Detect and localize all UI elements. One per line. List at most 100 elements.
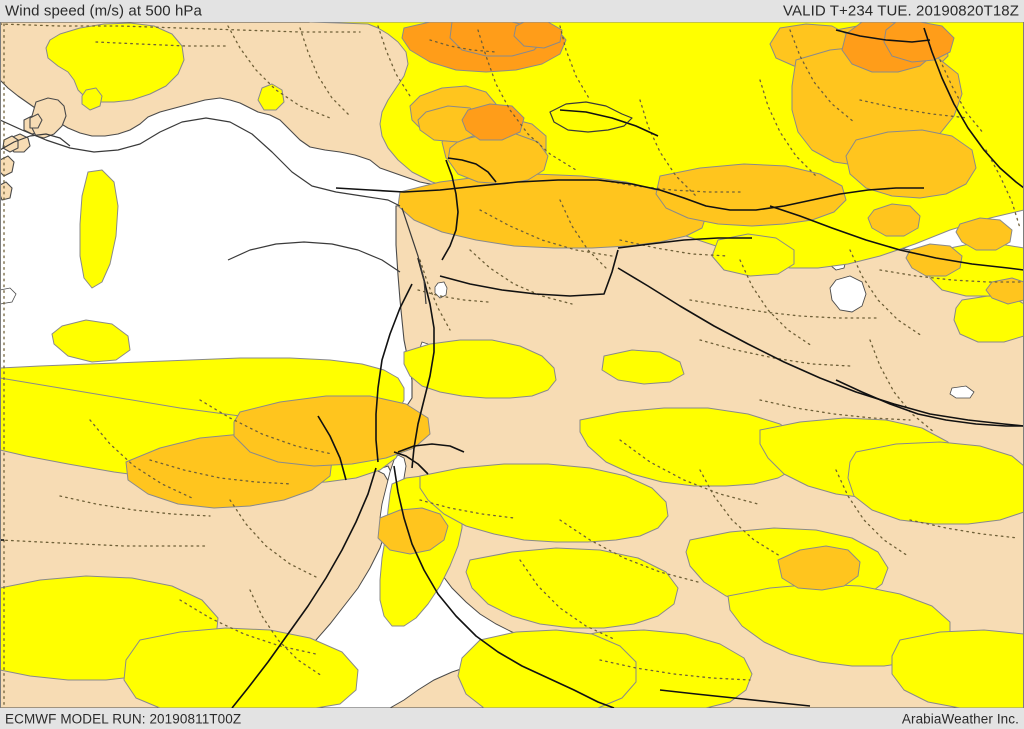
border-turkey-syria xyxy=(335,179,924,211)
admin-line-syria-1 xyxy=(477,29,577,171)
admin-line-sinai-1 xyxy=(419,499,515,519)
admin-line-saudi-12 xyxy=(599,659,751,681)
border-jordan-saudi xyxy=(439,249,619,297)
page-title: Wind speed (m/s) at 500 hPa xyxy=(5,2,202,20)
admin-line-saudi-3 xyxy=(849,249,923,337)
land-island-small-3 xyxy=(0,181,13,201)
contour-band-orange xyxy=(401,21,955,141)
coast-arabia-redsea xyxy=(397,443,465,453)
border-saudi-yemen xyxy=(659,689,811,707)
border-jordan-iraq xyxy=(617,237,752,249)
model-run-label: ECMWF MODEL RUN: 20190811T00Z xyxy=(5,711,242,726)
admin-line-jordan-1 xyxy=(479,209,613,257)
contour-yellow-arabia-se xyxy=(847,441,1024,525)
admin-line-saudi-14 xyxy=(909,519,1019,539)
admin-line-saudi-8 xyxy=(619,439,759,505)
national-border-layer xyxy=(0,27,1024,709)
land-island-small-4 xyxy=(29,113,43,129)
admin-line-turkey-1 xyxy=(0,23,361,33)
admin-line-syria-6 xyxy=(759,79,817,177)
admin-line-saudi-11 xyxy=(519,559,617,641)
admin-line-saudi-2 xyxy=(739,259,813,347)
contour-orange-small-1 xyxy=(513,21,563,49)
admin-line-syria-2 xyxy=(559,25,591,101)
contour-yellow-small-2 xyxy=(711,233,795,277)
contour-gold-arabia-2 xyxy=(867,203,921,237)
admin-line-saudi-9 xyxy=(699,469,781,557)
admin-line-iraq-1 xyxy=(789,29,855,123)
contour-gold-syria-e xyxy=(655,163,847,227)
border-syria-iraq xyxy=(769,205,1024,271)
admin-line-saudi-4 xyxy=(879,269,1024,283)
admin-line-egypt-3 xyxy=(149,459,293,485)
border-syria-turkey-2 xyxy=(559,109,659,137)
border-iraq-turkey xyxy=(835,29,931,43)
contour-gold-iraq-s xyxy=(845,129,977,199)
admin-line-saudi-10 xyxy=(559,519,699,583)
footer-bar: ECMWF MODEL RUN: 20190811T00Z ArabiaWeat… xyxy=(0,708,1024,729)
border-israel-egypt xyxy=(375,283,413,463)
contour-band-yellow xyxy=(0,21,1024,709)
contour-yellow-redsea-e xyxy=(457,629,637,709)
contour-yellow-small-1 xyxy=(601,349,685,385)
admin-boundary-layer xyxy=(0,23,1024,709)
contour-gold-jordan-n xyxy=(447,133,549,185)
coast-levant xyxy=(401,207,427,305)
admin-line-turkey-2 xyxy=(95,41,227,47)
admin-line-iraq-2 xyxy=(859,99,969,119)
border-lebanon-2 xyxy=(447,157,497,183)
coast-redsea-w xyxy=(231,467,377,709)
contour-band-gold xyxy=(125,23,1024,591)
admin-line-israel-1 xyxy=(419,259,451,331)
contour-orange-turkey-3 xyxy=(461,103,525,141)
valid-time-label: VALID T+234 TUE. 20190820T18Z xyxy=(783,2,1019,20)
coast-aegean xyxy=(0,133,71,151)
contour-yellow-arabia-s1 xyxy=(465,547,679,629)
contour-yellow-arabia-nw xyxy=(419,463,669,543)
border-saudi-iraq xyxy=(617,267,1024,427)
admin-line-saudi-7 xyxy=(759,399,911,421)
coast-redsea-e xyxy=(393,465,615,709)
contour-gold-small-2 xyxy=(985,277,1024,305)
contour-gold-syria xyxy=(397,173,707,249)
border-israel-jordan xyxy=(411,257,435,469)
sea-galilee xyxy=(434,281,448,299)
admin-line-saudi-5 xyxy=(699,339,851,367)
contour-yellow-arabia-mid xyxy=(579,407,805,487)
admin-line-egypt-2 xyxy=(89,419,193,499)
contour-yellow-island-3 xyxy=(81,87,103,111)
coast-turkey-south xyxy=(0,117,401,207)
admin-line-saudi-1 xyxy=(689,299,877,319)
border-sinai-east xyxy=(393,451,429,475)
lake-saudi-4 xyxy=(949,385,975,399)
lake-saudi-3 xyxy=(829,275,867,313)
admin-line-turkey-4 xyxy=(299,27,351,117)
provider-label: ArabiaWeather Inc. xyxy=(901,711,1019,726)
header-bar: Wind speed (m/s) at 500 hPa VALID T+234 … xyxy=(0,0,1024,22)
contour-gold-arabia-4 xyxy=(955,217,1013,251)
admin-line-iraq-4 xyxy=(985,149,1021,229)
contour-yellow-egypt-s2 xyxy=(123,627,359,709)
admin-line-egypt-4 xyxy=(59,495,211,517)
admin-line-syria-4 xyxy=(599,179,745,193)
admin-line-turkey-5 xyxy=(377,25,411,97)
border-iraq-iran xyxy=(923,27,1024,189)
contour-gold-arabia-1 xyxy=(777,545,861,591)
contour-yellow-turkey-lobe xyxy=(45,22,185,103)
contour-gold-redsea-w xyxy=(377,507,449,555)
coast-sinai-med xyxy=(227,241,401,273)
contour-gold-egypt-2 xyxy=(233,395,431,467)
coastline-overlay xyxy=(0,101,633,305)
admin-line-saudi-13 xyxy=(835,469,909,557)
contour-gold-arabia-3 xyxy=(905,243,963,277)
admin-line-egypt-1 xyxy=(199,399,333,455)
admin-line-egypt-5 xyxy=(229,499,319,579)
admin-line-israel-2 xyxy=(417,289,489,303)
border-egypt-sudan xyxy=(317,415,347,481)
border-gulf-coast xyxy=(835,379,1024,427)
coast-cyprus xyxy=(549,101,633,133)
contour-yellow-island-1 xyxy=(79,169,119,289)
